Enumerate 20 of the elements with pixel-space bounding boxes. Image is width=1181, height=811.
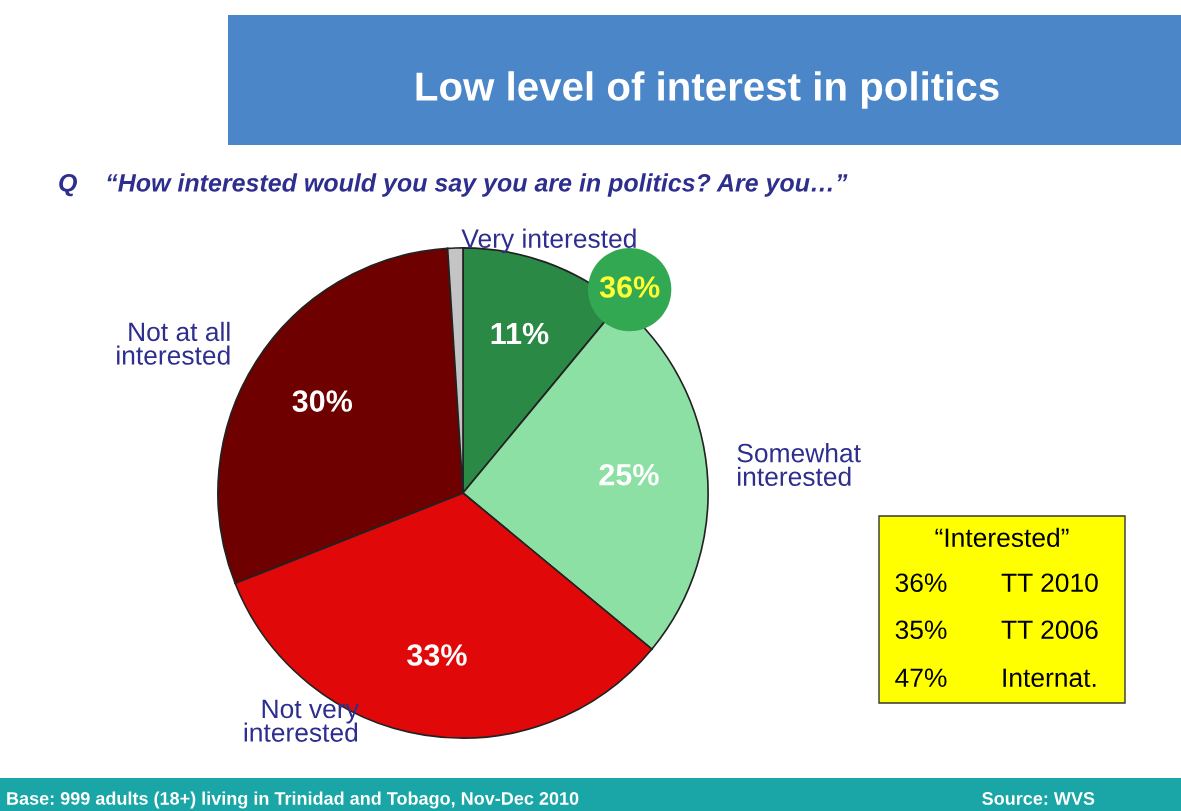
data-label: 25% (599, 463, 659, 486)
data-label: 11% (491, 322, 549, 345)
slice-label: Very interested (461, 228, 636, 254)
text: TT 2010 (1001, 573, 1098, 593)
data-label: 30% (292, 390, 353, 412)
text: 47% (895, 668, 947, 687)
source-note: Source: WVS (982, 792, 1095, 805)
chart-title: Low level of interest in politics (416, 71, 999, 109)
data-label: 33% (407, 644, 467, 666)
text: “Interested” (935, 527, 1069, 548)
slice-label: Not very interested (244, 699, 359, 742)
text: Base: 999 adults (18+) living in Trinidad and Tobago, Nov-Dec 2010 (7, 791, 579, 809)
text: 35% (895, 620, 947, 640)
text: 36% (599, 276, 660, 298)
slice-label: Somewhat interested (737, 443, 861, 487)
chart-subtitle: Q “How interested would you say you are in politics? Are you…” (59, 173, 848, 197)
slice-label: Not at all interested (117, 321, 230, 365)
text: TT 2006 (1001, 620, 1098, 640)
text: 36% (895, 573, 947, 593)
text: Internat. (1003, 668, 1096, 688)
